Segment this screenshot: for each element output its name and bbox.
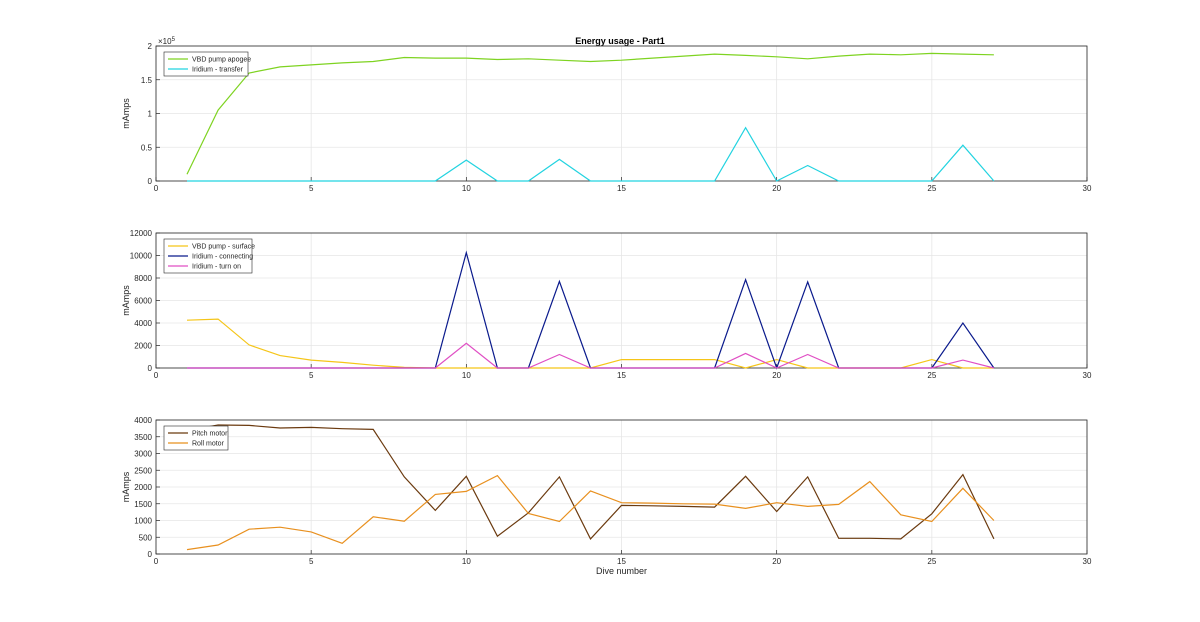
y-tick-label: 1.5 xyxy=(141,76,153,85)
figure-title: Energy usage - Part1 xyxy=(575,36,665,46)
x-tick-label: 5 xyxy=(309,371,314,380)
y-tick-label: 2000 xyxy=(134,342,152,351)
y-exponent-label: ×105 xyxy=(158,37,176,46)
y-tick-label: 4000 xyxy=(134,319,152,328)
y-tick-label: 2500 xyxy=(134,466,152,475)
x-tick-label: 30 xyxy=(1083,557,1092,566)
legend-label: Iridium - turn on xyxy=(192,264,241,271)
y-tick-label: 2000 xyxy=(134,483,152,492)
x-tick-label: 30 xyxy=(1083,184,1092,193)
x-tick-label: 5 xyxy=(309,557,314,566)
y-tick-label: 1500 xyxy=(134,500,152,509)
y-tick-label: 0 xyxy=(148,364,153,373)
chart-panel-3: 0 5 10 15 20 25 30 0 500 1000 1500 2000 2500 3000 3500… xyxy=(121,416,1092,576)
legend-label: VBD pump - surface xyxy=(192,244,255,251)
legend-label: Iridium - connecting xyxy=(192,254,253,261)
x-tick-label: 10 xyxy=(462,371,471,380)
legend: Pitch motor Roll motor xyxy=(163,425,229,451)
x-tick-label: 25 xyxy=(927,557,936,566)
y-tick-label: 1 xyxy=(148,110,153,119)
legend: VBD pump apogee Iridium - transfer xyxy=(163,51,251,77)
y-tick-label: 1000 xyxy=(134,517,152,526)
x-tick-label: 20 xyxy=(772,371,781,380)
chart-panel-2: 0 5 10 15 20 25 30 0 2000 4000 6000 8000 10000 12000 m… xyxy=(121,229,1092,380)
legend-label: Roll motor xyxy=(192,441,225,448)
x-tick-label: 10 xyxy=(462,557,471,566)
legend-box xyxy=(163,51,249,77)
series-line-2 xyxy=(186,474,995,551)
x-tick-label: 0 xyxy=(154,184,159,193)
series-line-2 xyxy=(187,126,995,182)
y-tick-label: 10000 xyxy=(130,252,153,261)
x-tick-label: 25 xyxy=(927,371,936,380)
legend-label: VBD pump apogee xyxy=(192,57,251,64)
y-tick-label: 0.5 xyxy=(141,143,153,152)
y-tick-label: 3000 xyxy=(134,450,152,459)
chart-panel-1: 0 5 10 15 20 25 30 0 0.5 1 1.5 2 mAmps ×105 VBD pump a… xyxy=(121,37,1092,193)
y-axis-label: mAmps xyxy=(121,471,131,502)
legend: VBD pump - surface Iridium - connecting Ir… xyxy=(163,238,255,274)
axes-box xyxy=(155,419,1088,555)
y-tick-label: 2 xyxy=(148,42,153,51)
x-tick-label: 20 xyxy=(772,557,781,566)
x-tick-label: 15 xyxy=(617,184,626,193)
x-tick-label: 20 xyxy=(772,184,781,193)
x-tick-label: 0 xyxy=(154,557,159,566)
legend-label: Iridium - transfer xyxy=(192,67,244,74)
series-line-1 xyxy=(186,424,995,540)
x-tick-label: 25 xyxy=(927,184,936,193)
y-axis-label: mAmps xyxy=(121,98,131,129)
x-tick-label: 15 xyxy=(617,371,626,380)
x-tick-label: 30 xyxy=(1083,371,1092,380)
y-axis-label: mAmps xyxy=(121,285,131,316)
y-tick-label: 12000 xyxy=(130,229,153,238)
series-line-1 xyxy=(186,52,994,175)
y-tick-label: 8000 xyxy=(134,274,152,283)
y-tick-label: 500 xyxy=(139,533,153,542)
x-tick-label: 10 xyxy=(462,184,471,193)
x-axis-label: Dive number xyxy=(596,566,647,576)
x-tick-label: 5 xyxy=(309,184,314,193)
x-tick-label: 15 xyxy=(617,557,626,566)
y-tick-label: 6000 xyxy=(134,297,152,306)
y-tick-label: 3500 xyxy=(134,433,152,442)
series-line-3 xyxy=(187,342,995,369)
legend-box xyxy=(163,425,229,451)
y-tick-label: 0 xyxy=(148,177,153,186)
x-tick-label: 0 xyxy=(154,371,159,380)
legend-label: Pitch motor xyxy=(192,431,228,438)
y-tick-label: 4000 xyxy=(134,416,152,425)
y-tick-label: 0 xyxy=(148,550,153,559)
